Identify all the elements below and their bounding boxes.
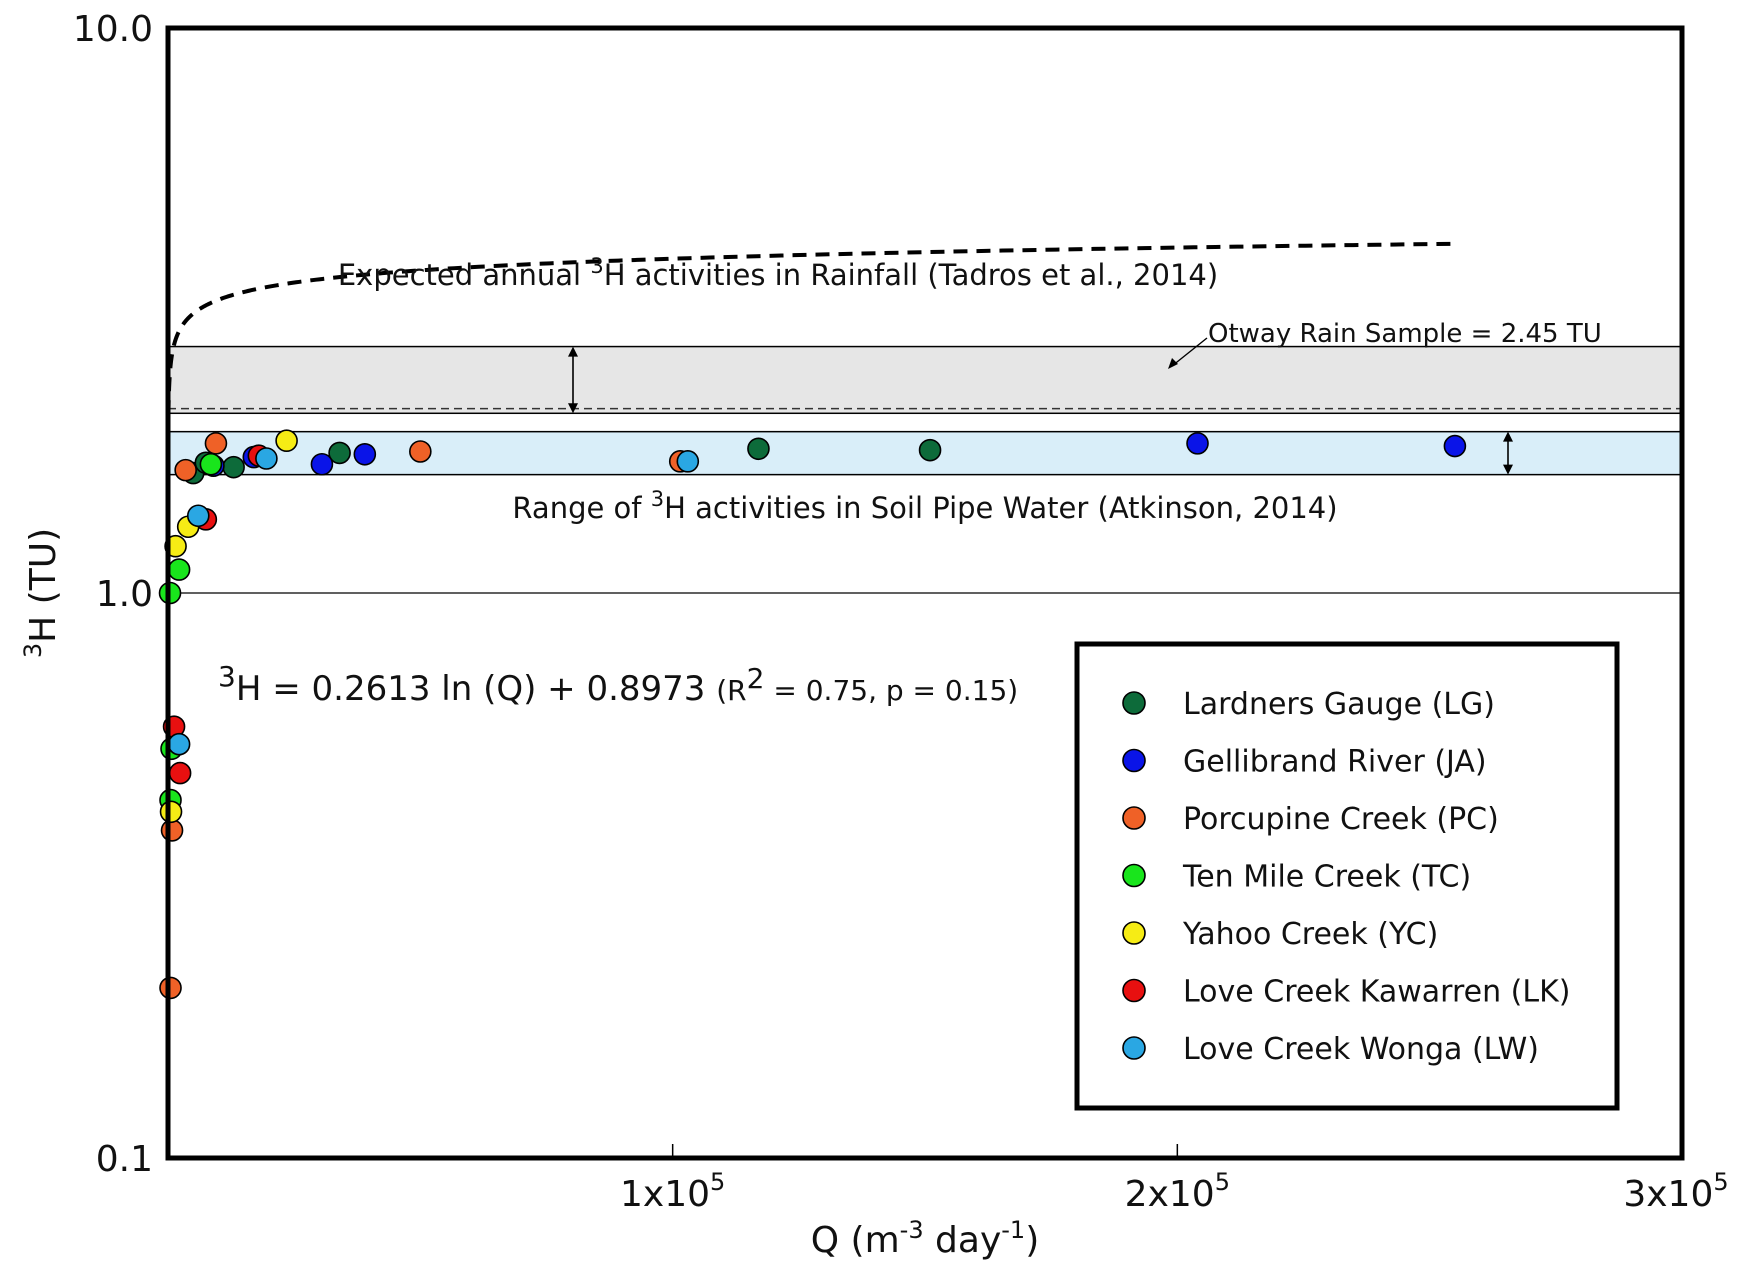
legend: Lardners Gauge (LG) Gellibrand River (JA)…: [1074, 641, 1620, 1111]
regression-equation: 3H = 0.2613 ln (Q) + 0.8973 (R2 = 0.75, …: [218, 660, 1018, 709]
data-point: [160, 819, 184, 842]
legend-label: Lardners Gauge (LG): [1183, 687, 1495, 722]
legend-entry: Lardners Gauge (LG): [1122, 687, 1495, 722]
rain-sample-pointer: [1171, 337, 1208, 367]
y-axis-ticks: 0.1 1.0 10.0: [73, 9, 153, 1180]
y-axis-title: 3H (TU): [19, 528, 64, 658]
x-axis-title: Q (m-3 day-1): [811, 1216, 1040, 1261]
rainfall-range-arrow-head-bottom: [568, 403, 578, 414]
data-point: [204, 432, 228, 455]
data-point: [310, 452, 334, 476]
plot-frame: [165, 25, 1685, 1161]
data-point: [186, 504, 210, 528]
legend-entry: Love Creek Wonga (LW): [1122, 1032, 1539, 1067]
soil-range-arrow-head-top: [1503, 431, 1513, 442]
x-tick-label: 1x105: [620, 1168, 725, 1215]
x-axis-title-mid: day: [924, 1220, 1002, 1261]
y-tick-label: 0.1: [96, 1139, 153, 1180]
legend-entry: Gellibrand River (JA): [1122, 745, 1487, 780]
data-point: [1186, 432, 1209, 455]
legend-entries: Lardners Gauge (LG) Gellibrand River (JA)…: [1122, 687, 1570, 1067]
legend-marker: [1122, 748, 1146, 773]
data-point: [676, 450, 700, 473]
legend-marker: [1122, 863, 1146, 888]
y-tick-label: 1.0: [96, 574, 153, 615]
data-points: [158, 429, 1467, 1000]
x-axis-title-main: Q (m: [811, 1220, 900, 1261]
legend-marker: [1122, 806, 1146, 830]
data-point: [255, 447, 278, 470]
rain-sample-pointer-head: [1168, 358, 1178, 369]
legend-entry: Ten Mile Creek (TC): [1122, 860, 1471, 895]
x-axis-title-sup2: -1: [1001, 1216, 1025, 1244]
legend-label: Gellibrand River (JA): [1183, 745, 1487, 780]
annotations: Expected annual 3H activities in Rainfal…: [218, 254, 1602, 709]
rainfall-band-label: Expected annual 3H activities in Rainfal…: [338, 254, 1218, 292]
legend-box: [1074, 641, 1620, 1111]
data-point: [328, 441, 351, 465]
data-point: [353, 442, 377, 466]
data-point: [275, 429, 298, 453]
legend-label: Ten Mile Creek (TC): [1182, 860, 1471, 895]
legend-label: Porcupine Creek (PC): [1183, 802, 1499, 837]
legend-marker: [1122, 691, 1146, 715]
data-point: [159, 976, 182, 1000]
x-tick-label: 3x105: [1623, 1168, 1728, 1215]
legend-marker: [1122, 1036, 1146, 1060]
legend-entry: Yahoo Creek (YC): [1122, 917, 1438, 952]
legend-label: Love Creek Kawarren (LK): [1183, 975, 1570, 1010]
data-point: [918, 438, 942, 462]
rain-sample-label: Otway Rain Sample = 2.45 TU: [1208, 319, 1602, 349]
data-point: [1443, 434, 1467, 458]
x-axis-title-end: ): [1025, 1220, 1039, 1261]
x-tick-label: 2x105: [1125, 1168, 1230, 1215]
legend-label: Love Creek Wonga (LW): [1183, 1032, 1539, 1067]
legend-marker: [1122, 978, 1146, 1003]
soil-range-arrow-head-bottom: [1503, 464, 1513, 475]
legend-entry: Love Creek Kawarren (LK): [1122, 975, 1570, 1010]
x-axis-ticks: 1x105 2x105 3x105: [620, 1144, 1729, 1215]
data-point: [747, 437, 770, 461]
rainfall-range-arrow-head-top: [568, 346, 578, 357]
legend-label: Yahoo Creek (YC): [1182, 917, 1438, 952]
data-point: [167, 558, 191, 581]
x-axis-title-sup1: -3: [900, 1216, 924, 1244]
legend-marker: [1122, 921, 1146, 945]
y-axis-title-main: H (TU): [23, 528, 64, 643]
data-point: [168, 761, 192, 785]
data-point: [174, 458, 197, 482]
y-tick-label: 10.0: [73, 9, 153, 50]
data-point: [167, 732, 191, 756]
rainfall-band: [167, 345, 1683, 415]
data-point: [409, 440, 432, 463]
data-point: [159, 800, 183, 824]
data-point: [222, 455, 245, 479]
soil-band-label: Range of 3H activities in Soil Pipe Wate…: [512, 487, 1337, 525]
legend-entry: Porcupine Creek (PC): [1122, 802, 1499, 837]
reference-bands: [167, 345, 1683, 476]
y-axis-title-sup: 3: [19, 643, 47, 658]
data-point: [199, 452, 223, 476]
